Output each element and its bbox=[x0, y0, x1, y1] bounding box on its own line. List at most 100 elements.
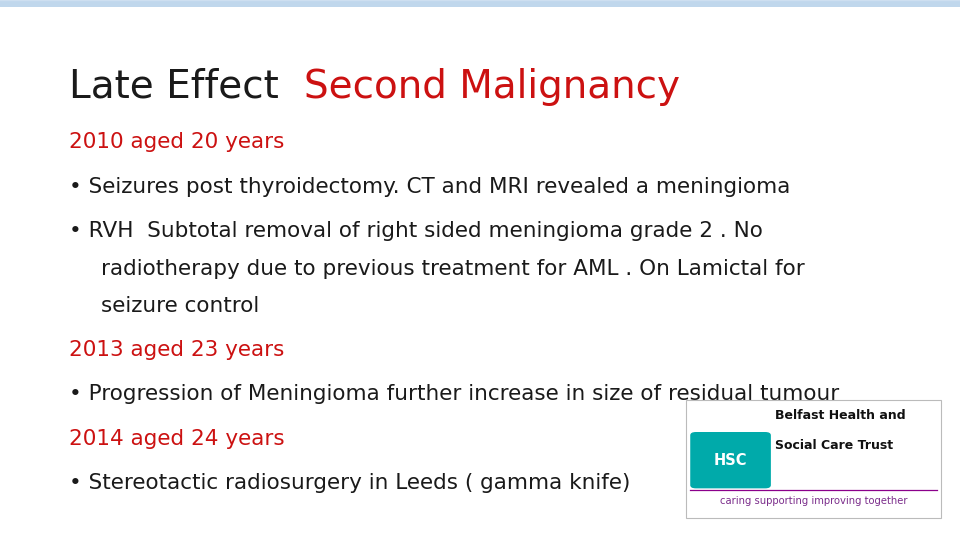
Bar bbox=[0, 1, 960, 4]
Bar bbox=[0, 2, 960, 5]
Bar bbox=[0, 2, 960, 4]
Bar bbox=[0, 1, 960, 3]
Bar bbox=[0, 0, 960, 3]
Bar bbox=[0, 1, 960, 4]
Bar bbox=[0, 0, 960, 3]
Bar bbox=[0, 2, 960, 4]
Bar bbox=[0, 2, 960, 5]
Bar bbox=[0, 1, 960, 3]
Bar bbox=[0, 2, 960, 4]
Bar bbox=[0, 2, 960, 5]
Bar bbox=[0, 1, 960, 3]
Bar bbox=[0, 2, 960, 4]
Bar bbox=[0, 2, 960, 5]
Bar bbox=[0, 2, 960, 5]
Bar bbox=[0, 2, 960, 4]
Text: • RVH  Subtotal removal of right sided meningioma grade 2 . No: • RVH Subtotal removal of right sided me… bbox=[69, 221, 763, 241]
Bar bbox=[0, 2, 960, 5]
Bar bbox=[0, 2, 960, 4]
Bar bbox=[0, 2, 960, 4]
Bar bbox=[0, 1, 960, 4]
Bar bbox=[0, 1, 960, 4]
Bar bbox=[0, 2, 960, 4]
Bar bbox=[0, 3, 960, 5]
Bar bbox=[0, 3, 960, 5]
Bar bbox=[0, 0, 960, 3]
Bar bbox=[0, 1, 960, 4]
Bar bbox=[0, 2, 960, 5]
Bar bbox=[0, 1, 960, 3]
Bar bbox=[0, 3, 960, 5]
Bar bbox=[0, 3, 960, 5]
Bar bbox=[0, 2, 960, 5]
Bar bbox=[0, 1, 960, 3]
Bar bbox=[0, 1, 960, 4]
Bar bbox=[0, 2, 960, 5]
Bar bbox=[0, 2, 960, 5]
Text: Second Malignancy: Second Malignancy bbox=[303, 68, 680, 105]
Bar bbox=[0, 0, 960, 3]
Bar bbox=[0, 1, 960, 3]
Bar bbox=[0, 2, 960, 5]
Text: HSC: HSC bbox=[714, 453, 747, 468]
Bar bbox=[0, 0, 960, 3]
Bar bbox=[0, 1, 960, 4]
Bar bbox=[0, 3, 960, 5]
Bar bbox=[0, 0, 960, 3]
Bar bbox=[0, 2, 960, 5]
Bar bbox=[0, 2, 960, 4]
Bar bbox=[0, 1, 960, 3]
Bar bbox=[0, 2, 960, 5]
Bar bbox=[0, 1, 960, 4]
Bar bbox=[0, 0, 960, 3]
FancyBboxPatch shape bbox=[686, 400, 941, 518]
Text: 2013 aged 23 years: 2013 aged 23 years bbox=[69, 340, 284, 360]
Bar bbox=[0, 0, 960, 3]
Bar bbox=[0, 1, 960, 4]
Bar bbox=[0, 1, 960, 3]
Bar bbox=[0, 2, 960, 4]
Bar bbox=[0, 1, 960, 3]
Bar bbox=[0, 0, 960, 3]
Bar bbox=[0, 1, 960, 3]
Bar bbox=[0, 2, 960, 4]
Bar bbox=[0, 2, 960, 4]
Text: caring supporting improving together: caring supporting improving together bbox=[720, 496, 907, 506]
Bar bbox=[0, 2, 960, 5]
Bar bbox=[0, 1, 960, 3]
Bar bbox=[0, 1, 960, 3]
Bar bbox=[0, 1, 960, 4]
Text: seizure control: seizure control bbox=[101, 296, 259, 316]
Bar bbox=[0, 3, 960, 5]
Bar bbox=[0, 3, 960, 5]
Bar bbox=[0, 1, 960, 4]
Bar bbox=[0, 2, 960, 4]
Bar bbox=[0, 2, 960, 5]
Bar bbox=[0, 1, 960, 4]
Bar bbox=[0, 2, 960, 5]
Bar bbox=[0, 2, 960, 4]
Bar bbox=[0, 3, 960, 5]
Bar bbox=[0, 2, 960, 5]
Bar bbox=[0, 2, 960, 5]
Bar bbox=[0, 2, 960, 5]
Bar bbox=[0, 2, 960, 4]
Bar bbox=[0, 2, 960, 5]
Bar bbox=[0, 2, 960, 5]
Bar bbox=[0, 1, 960, 3]
Bar bbox=[0, 1, 960, 3]
Bar bbox=[0, 3, 960, 5]
Bar bbox=[0, 2, 960, 5]
Bar bbox=[0, 1, 960, 3]
Bar bbox=[0, 1, 960, 4]
Bar bbox=[0, 2, 960, 5]
Bar bbox=[0, 1, 960, 3]
Bar bbox=[0, 2, 960, 5]
Text: Late Effect: Late Effect bbox=[69, 68, 303, 105]
Bar bbox=[0, 1, 960, 3]
Bar bbox=[0, 1, 960, 4]
Bar bbox=[0, 1, 960, 4]
Bar bbox=[0, 1, 960, 4]
Bar bbox=[0, 2, 960, 4]
Bar bbox=[0, 1, 960, 4]
